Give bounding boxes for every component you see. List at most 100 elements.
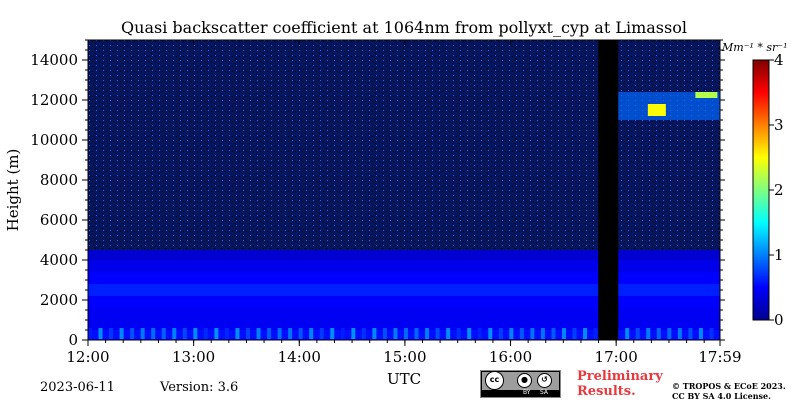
surface-layer-cell [88, 328, 92, 339]
y-tick-label: 14000 [30, 51, 78, 69]
surface-layer-cell [414, 328, 419, 339]
colorbar: 0 1 2 3 4Mm⁻¹ * sr⁻¹ [721, 41, 788, 329]
surface-layer-cell [698, 328, 703, 339]
surface-layer-cell [530, 328, 535, 339]
surface-layer-cell [540, 328, 545, 339]
aerosol-layer-band [88, 296, 720, 308]
surface-layer-cell [667, 328, 672, 339]
surface-layer-cell [477, 328, 482, 339]
aerosol-layer-band [88, 272, 720, 284]
surface-layer-cell [235, 328, 240, 339]
y-tick-label: 12000 [30, 91, 78, 109]
surface-layer-cell [267, 328, 272, 339]
date-label: 2023-06-11 [40, 380, 115, 395]
colorbar-tick-label: 1 [774, 246, 784, 264]
cc-by-sa-license-badge: cc ● ↺ BY SA [480, 370, 561, 398]
surface-layer-cell [425, 328, 430, 339]
aerosol-layer-band [88, 308, 720, 330]
surface-layer-cell [572, 328, 577, 339]
surface-layer-cell [646, 328, 651, 339]
colorbar-gradient [752, 59, 770, 321]
surface-layer-cell [351, 328, 356, 339]
surface-layer-cell [467, 328, 472, 339]
surface-layer-cell [288, 328, 293, 339]
aerosol-layer-band [88, 250, 720, 260]
surface-layer-cell [488, 328, 493, 339]
surface-layer-cell [688, 328, 693, 339]
x-tick-label: 14:00 [278, 348, 321, 366]
surface-layer-cell [361, 328, 366, 339]
x-tick-label: 17:00 [595, 348, 638, 366]
surface-layer-cell [182, 328, 187, 339]
surface-layer-cell [435, 328, 440, 339]
colorbar-tick-label: 0 [774, 311, 784, 329]
no-data-gap [598, 40, 619, 340]
share-alike-icon: ↺ [537, 373, 552, 388]
surface-layer-cell [593, 328, 598, 339]
surface-layer-cell [161, 328, 166, 339]
plot-area: 12:00 13:00 14:00 15:00 16:00 17:00 17:59 0 2000… [30, 39, 742, 366]
surface-layer-cell [151, 328, 156, 339]
y-tick-label: 4000 [40, 251, 78, 269]
surface-layer-cell [393, 328, 398, 339]
x-tick-label: 12:00 [66, 348, 109, 366]
surface-layer-cell [583, 328, 588, 339]
x-tick-label: 13:00 [172, 348, 215, 366]
surface-layer-cell [562, 328, 566, 339]
surface-layer-cell [130, 328, 135, 339]
surface-layer-cell [119, 328, 124, 339]
surface-layer-cell [709, 328, 714, 339]
surface-layer-cell [277, 328, 282, 339]
y-tick-label: 2000 [40, 291, 78, 309]
surface-layer-cell [551, 328, 556, 339]
surface-layer-cell [109, 328, 114, 339]
preliminary-notice: Preliminary Results. [577, 369, 663, 399]
surface-layer-cell [498, 328, 503, 339]
surface-layer-cell [193, 328, 198, 339]
surface-layer-cell [382, 328, 387, 339]
surface-layer-cell [256, 328, 261, 339]
copyright-line-2: CC BY SA 4.0 License. [672, 391, 771, 401]
attribution-person-icon: ● [517, 373, 532, 388]
y-tick-label: 0 [68, 331, 78, 349]
surface-layer-cell [340, 328, 345, 339]
copyright-line-1: © TROPOS & ECoE 2023. [672, 381, 786, 391]
surface-layer-cell [309, 328, 314, 339]
surface-layer-cell [214, 328, 219, 339]
y-tick-label: 10000 [30, 131, 78, 149]
surface-layer-cell [625, 328, 630, 339]
colorbar-tick-label: 3 [774, 116, 784, 134]
copyright-notice: © TROPOS & ECoE 2023. CC BY SA 4.0 Licen… [672, 381, 786, 401]
x-tick-label: 15:00 [383, 348, 426, 366]
surface-layer-cell [509, 328, 514, 339]
surface-layer-cell [677, 328, 682, 339]
surface-layer-cell [404, 328, 408, 339]
surface-layer-cell [246, 328, 250, 339]
y-tick-label: 8000 [40, 171, 78, 189]
surface-layer-cell [446, 328, 451, 339]
aerosol-layer-band [88, 260, 720, 272]
surface-layer-cell [456, 328, 461, 339]
cc-icon: cc [485, 371, 504, 390]
surface-layer-cell [224, 328, 229, 339]
surface-layer-cell [372, 328, 377, 339]
x-axis-label: UTC [387, 370, 421, 388]
surface-layer-cell [519, 328, 524, 339]
surface-layer-cell [98, 328, 103, 339]
surface-layer-cell [298, 328, 303, 339]
surface-layer-cell [172, 328, 177, 339]
colorbar-unit-label: Mm⁻¹ * sr⁻¹ [721, 41, 788, 54]
surface-layer-cell [203, 328, 208, 339]
x-tick-label: 17:59 [698, 348, 741, 366]
sa-label: SA [539, 389, 548, 396]
y-axis-label: Height (m) [4, 149, 22, 232]
surface-layer-cell [635, 328, 640, 339]
cloud-core [695, 92, 718, 98]
surface-layer-cell [330, 328, 335, 339]
by-label: BY [522, 389, 531, 396]
preliminary-line-1: Preliminary [577, 369, 663, 384]
y-tick-label: 6000 [40, 211, 78, 229]
surface-layer-cell [656, 328, 661, 339]
preliminary-line-2: Results. [577, 384, 636, 399]
